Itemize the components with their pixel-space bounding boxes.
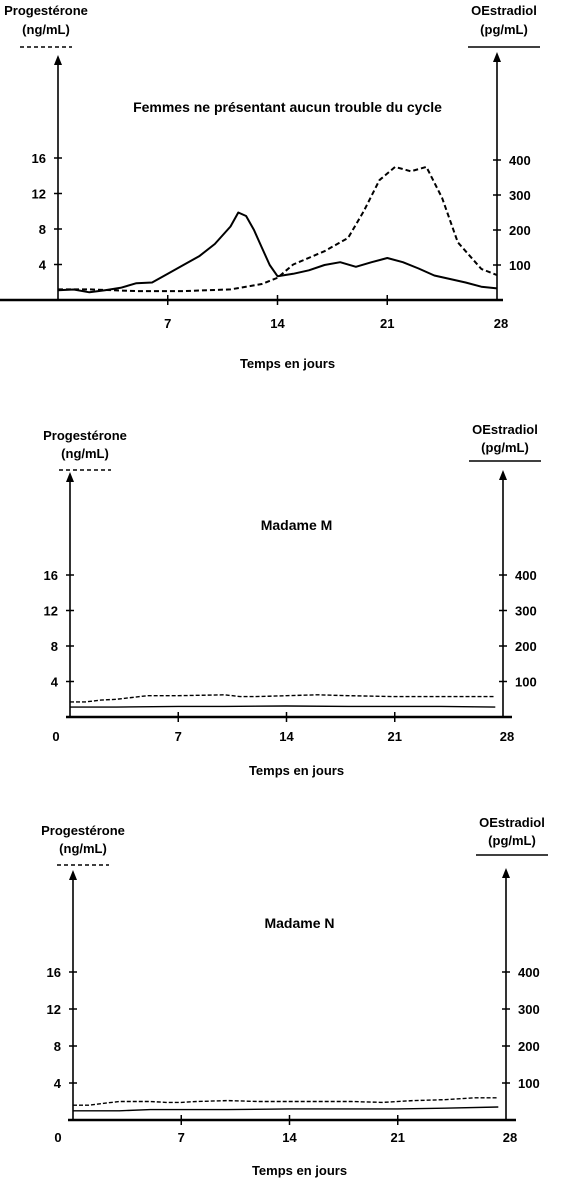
right-axis-title: OEstradiol xyxy=(471,3,537,18)
right-tick-label: 300 xyxy=(509,188,531,203)
x-tick-label: 28 xyxy=(503,1130,517,1145)
right-tick-label: 200 xyxy=(515,639,537,654)
oestradiol-series-line xyxy=(73,1106,499,1112)
left-tick-label: 4 xyxy=(54,1076,62,1091)
left-axis-arrow xyxy=(66,472,74,482)
x-tick-label: 21 xyxy=(391,1130,405,1145)
left-tick-label: 8 xyxy=(54,1039,61,1054)
x-tick-label: 21 xyxy=(380,316,394,331)
left-axis-arrow xyxy=(54,55,62,65)
chart-2: Progestérone (ng/mL) OEstradiol (pg/mL) Mada… xyxy=(43,422,541,778)
x-tick-label: 0 xyxy=(54,1130,61,1145)
progesterone-series-line xyxy=(73,1097,499,1106)
right-axis-title: OEstradiol xyxy=(472,422,538,437)
left-tick-label: 4 xyxy=(51,675,59,690)
right-tick-label: 400 xyxy=(509,153,531,168)
x-axis-title: Temps en jours xyxy=(249,763,344,778)
chart-1: Progestérone (ng/mL) OEstradiol (pg/mL) Femm… xyxy=(0,3,540,371)
left-tick-label: 16 xyxy=(47,965,61,980)
right-axis-arrow xyxy=(502,868,510,878)
left-tick-label: 16 xyxy=(44,568,58,583)
x-tick-label: 14 xyxy=(279,729,294,744)
x-tick-label: 14 xyxy=(270,316,285,331)
right-axis-unit: (pg/mL) xyxy=(480,22,528,37)
right-axis-arrow xyxy=(493,52,501,62)
left-axis-title: Progestérone xyxy=(4,3,88,18)
left-axis-unit: (ng/mL) xyxy=(59,841,107,856)
chart-title: Femmes ne présentant aucun trouble du cy… xyxy=(133,99,442,115)
progesterone-series-line xyxy=(58,165,498,293)
right-tick-label: 100 xyxy=(509,258,531,273)
chart-title: Madame M xyxy=(261,517,333,533)
progesterone-series-line xyxy=(70,694,496,703)
left-tick-label: 16 xyxy=(32,151,46,166)
left-axis-title: Progestérone xyxy=(41,823,125,838)
left-tick-label: 8 xyxy=(39,222,46,237)
x-tick-label: 0 xyxy=(52,729,59,744)
x-axis-title: Temps en jours xyxy=(240,356,335,371)
right-tick-label: 100 xyxy=(515,675,537,690)
left-tick-label: 8 xyxy=(51,639,58,654)
x-tick-label: 28 xyxy=(494,316,508,331)
right-tick-label: 400 xyxy=(518,965,540,980)
oestradiol-series-line xyxy=(70,705,496,708)
left-tick-label: 12 xyxy=(44,604,58,619)
left-axis-arrow xyxy=(69,870,77,880)
right-tick-label: 400 xyxy=(515,568,537,583)
x-tick-label: 14 xyxy=(282,1130,297,1145)
left-tick-label: 12 xyxy=(32,187,46,202)
left-axis-unit: (ng/mL) xyxy=(61,446,109,461)
left-tick-label: 12 xyxy=(47,1002,61,1017)
x-tick-label: 21 xyxy=(388,729,402,744)
left-tick-label: 4 xyxy=(39,258,47,273)
right-tick-label: 100 xyxy=(518,1076,540,1091)
right-tick-label: 200 xyxy=(509,223,531,238)
right-tick-label: 200 xyxy=(518,1039,540,1054)
right-tick-label: 300 xyxy=(518,1002,540,1017)
left-axis-unit: (ng/mL) xyxy=(22,22,70,37)
left-axis-title: Progestérone xyxy=(43,428,127,443)
oestradiol-series-line xyxy=(57,211,498,294)
right-axis-title: OEstradiol xyxy=(479,815,545,830)
x-tick-label: 7 xyxy=(164,316,171,331)
right-axis-arrow xyxy=(499,470,507,480)
x-tick-label: 7 xyxy=(175,729,182,744)
x-tick-label: 7 xyxy=(178,1130,185,1145)
chart-title: Madame N xyxy=(264,915,334,931)
x-tick-label: 28 xyxy=(500,729,514,744)
right-axis-unit: (pg/mL) xyxy=(481,440,529,455)
chart-3: Progestérone (ng/mL) OEstradiol (pg/mL) Mada… xyxy=(41,815,548,1178)
x-axis-title: Temps en jours xyxy=(252,1163,347,1178)
right-axis-unit: (pg/mL) xyxy=(488,833,536,848)
right-tick-label: 300 xyxy=(515,604,537,619)
